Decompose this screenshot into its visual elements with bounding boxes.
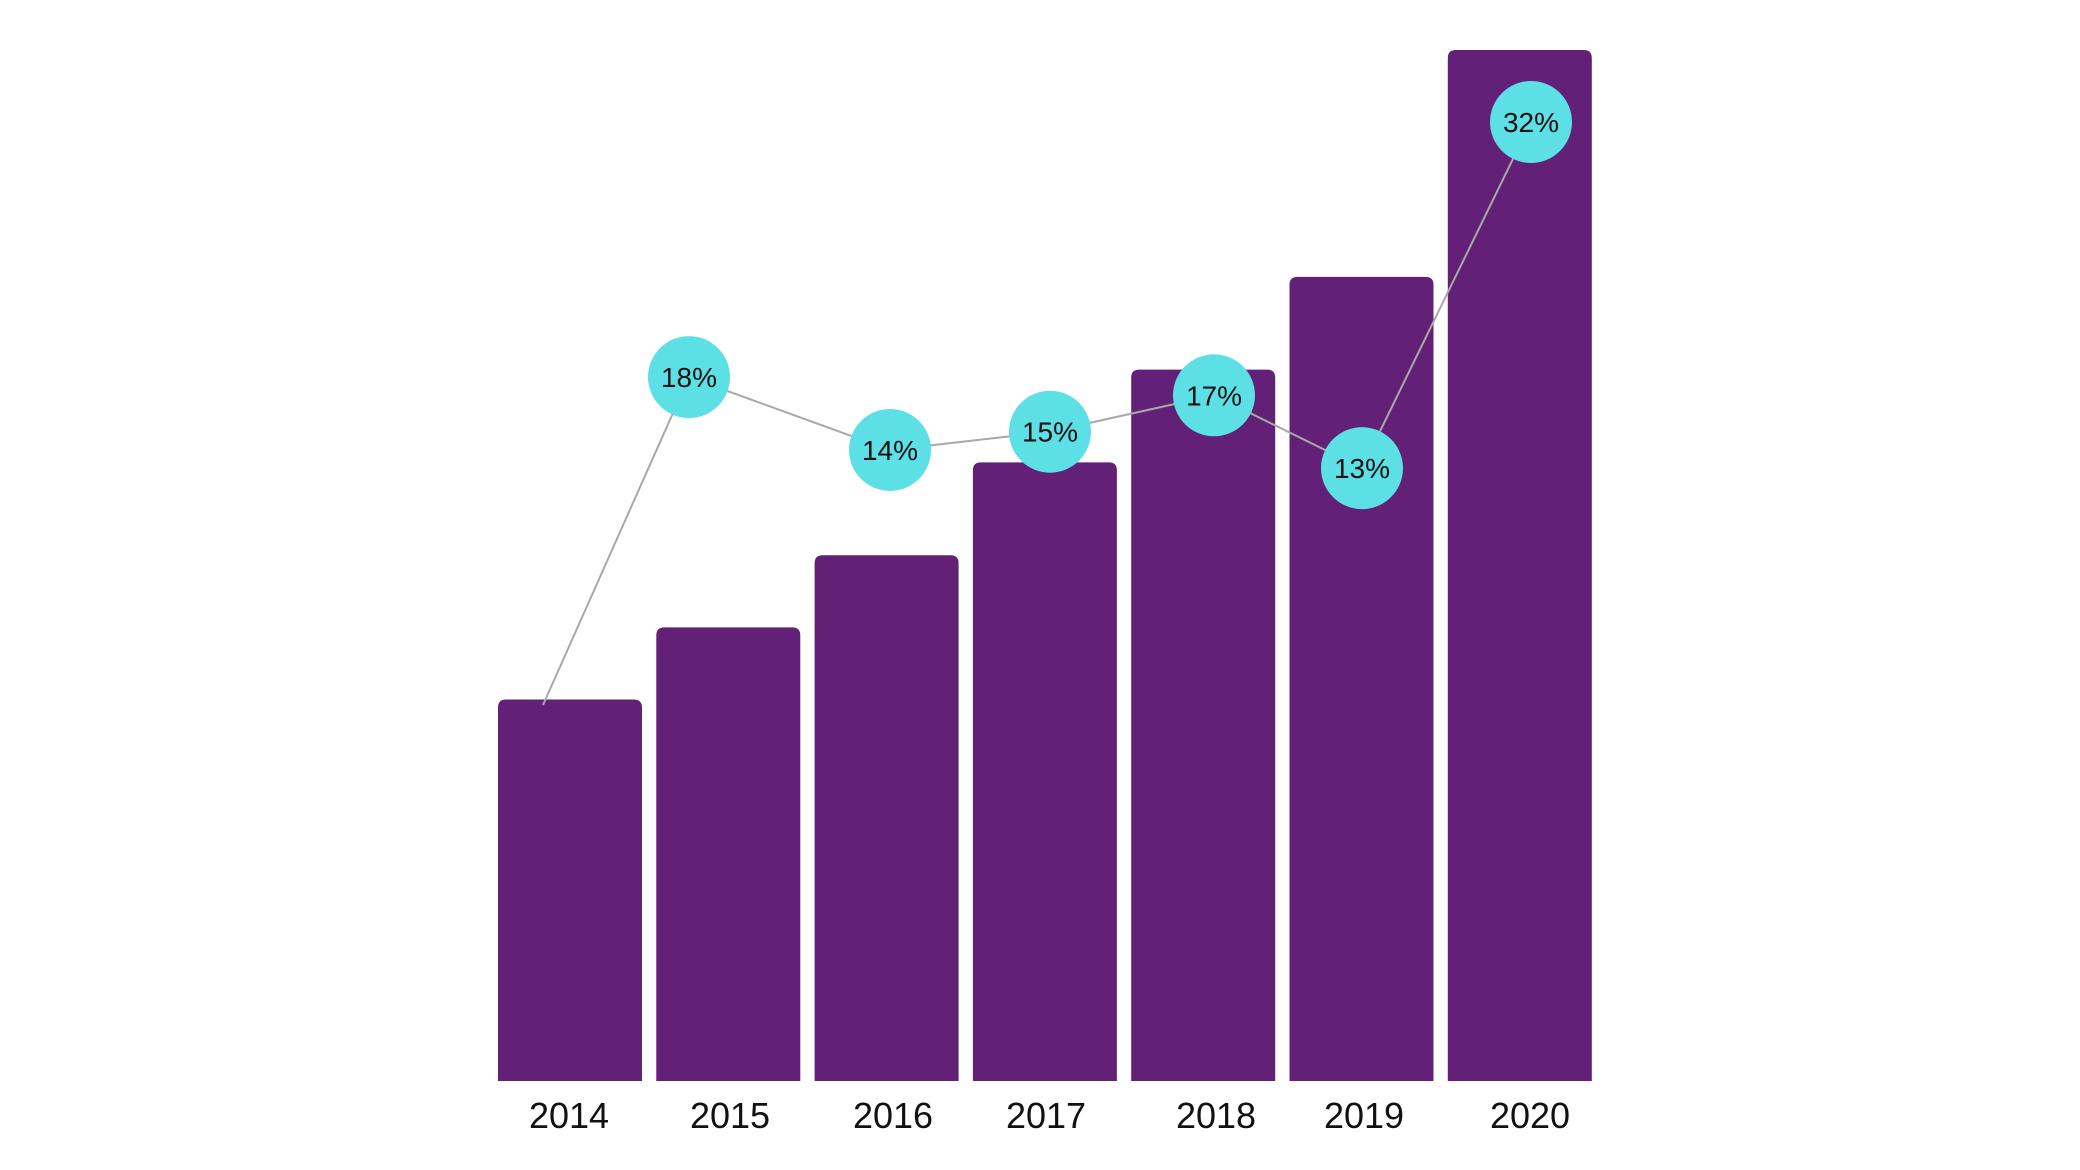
bar-2020 bbox=[1447, 50, 1592, 1081]
x-tick-2015: 2015 bbox=[690, 1095, 770, 1136]
marker-2018 bbox=[1173, 354, 1255, 437]
bar-2018 bbox=[1131, 369, 1276, 1081]
marker-2015 bbox=[648, 336, 730, 419]
bar-2015 bbox=[656, 627, 801, 1081]
x-axis-labels: 2014 2015 2016 2017 2018 2019 2020 bbox=[529, 1095, 1570, 1136]
x-tick-2018: 2018 bbox=[1176, 1095, 1256, 1136]
bar-2017 bbox=[972, 462, 1117, 1081]
data-label-2015: 18% bbox=[661, 362, 717, 393]
data-label-2018: 17% bbox=[1186, 380, 1242, 411]
bar-2019 bbox=[1289, 276, 1434, 1081]
bar-2016 bbox=[814, 555, 959, 1081]
marker-2017 bbox=[1009, 390, 1091, 473]
marker-2019 bbox=[1321, 427, 1403, 510]
markers-layer: 18% 14% 15% 17% 13% 32% bbox=[648, 81, 1572, 510]
marker-2016 bbox=[849, 408, 931, 491]
data-label-2017: 15% bbox=[1022, 417, 1078, 448]
x-tick-2019: 2019 bbox=[1324, 1095, 1404, 1136]
data-label-2016: 14% bbox=[862, 435, 918, 466]
bar-2014 bbox=[498, 699, 642, 1081]
bars-layer bbox=[498, 50, 1592, 1081]
data-label-2020: 32% bbox=[1503, 107, 1559, 138]
x-tick-2016: 2016 bbox=[853, 1095, 933, 1136]
x-tick-2014: 2014 bbox=[529, 1095, 609, 1136]
x-tick-2017: 2017 bbox=[1006, 1095, 1086, 1136]
x-tick-2020: 2020 bbox=[1490, 1095, 1570, 1136]
data-label-2019: 13% bbox=[1334, 453, 1390, 484]
marker-2020 bbox=[1490, 81, 1572, 163]
